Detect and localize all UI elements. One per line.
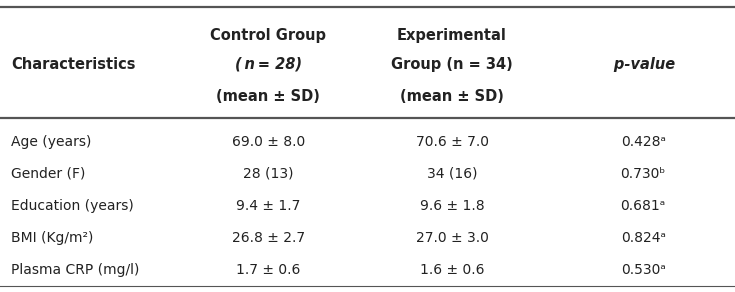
- Text: Gender (F): Gender (F): [11, 167, 85, 181]
- Text: 0.681ᵃ: 0.681ᵃ: [620, 199, 666, 213]
- Text: 0.730ᵇ: 0.730ᵇ: [620, 167, 666, 181]
- Text: 69.0 ± 8.0: 69.0 ± 8.0: [232, 135, 305, 149]
- Text: Experimental: Experimental: [397, 27, 507, 43]
- Text: 9.4 ± 1.7: 9.4 ± 1.7: [236, 199, 301, 213]
- Text: 27.0 ± 3.0: 27.0 ± 3.0: [415, 231, 489, 245]
- Text: 0.824ᵃ: 0.824ᵃ: [620, 231, 666, 245]
- Text: 1.7 ± 0.6: 1.7 ± 0.6: [236, 263, 301, 277]
- Text: Education (years): Education (years): [11, 199, 134, 213]
- Text: (mean ± SD): (mean ± SD): [400, 89, 504, 104]
- Text: 28 (13): 28 (13): [243, 167, 293, 181]
- Text: ( n = 28): ( n = 28): [234, 57, 302, 72]
- Text: BMI (Kg/m²): BMI (Kg/m²): [11, 231, 93, 245]
- Text: Control Group: Control Group: [210, 27, 326, 43]
- Text: 1.6 ± 0.6: 1.6 ± 0.6: [420, 263, 484, 277]
- Text: 9.6 ± 1.8: 9.6 ± 1.8: [420, 199, 484, 213]
- Text: 34 (16): 34 (16): [427, 167, 477, 181]
- Text: 70.6 ± 7.0: 70.6 ± 7.0: [415, 135, 489, 149]
- Text: Group (n = 34): Group (n = 34): [391, 57, 513, 72]
- Text: Age (years): Age (years): [11, 135, 91, 149]
- Text: p-value: p-value: [611, 57, 675, 72]
- Text: 0.428ᵃ: 0.428ᵃ: [620, 135, 666, 149]
- Text: 0.530ᵃ: 0.530ᵃ: [620, 263, 666, 277]
- Text: (mean ± SD): (mean ± SD): [216, 89, 320, 104]
- Text: Plasma CRP (mg/l): Plasma CRP (mg/l): [11, 263, 140, 277]
- Text: 26.8 ± 2.7: 26.8 ± 2.7: [232, 231, 305, 245]
- Text: Characteristics: Characteristics: [11, 57, 135, 72]
